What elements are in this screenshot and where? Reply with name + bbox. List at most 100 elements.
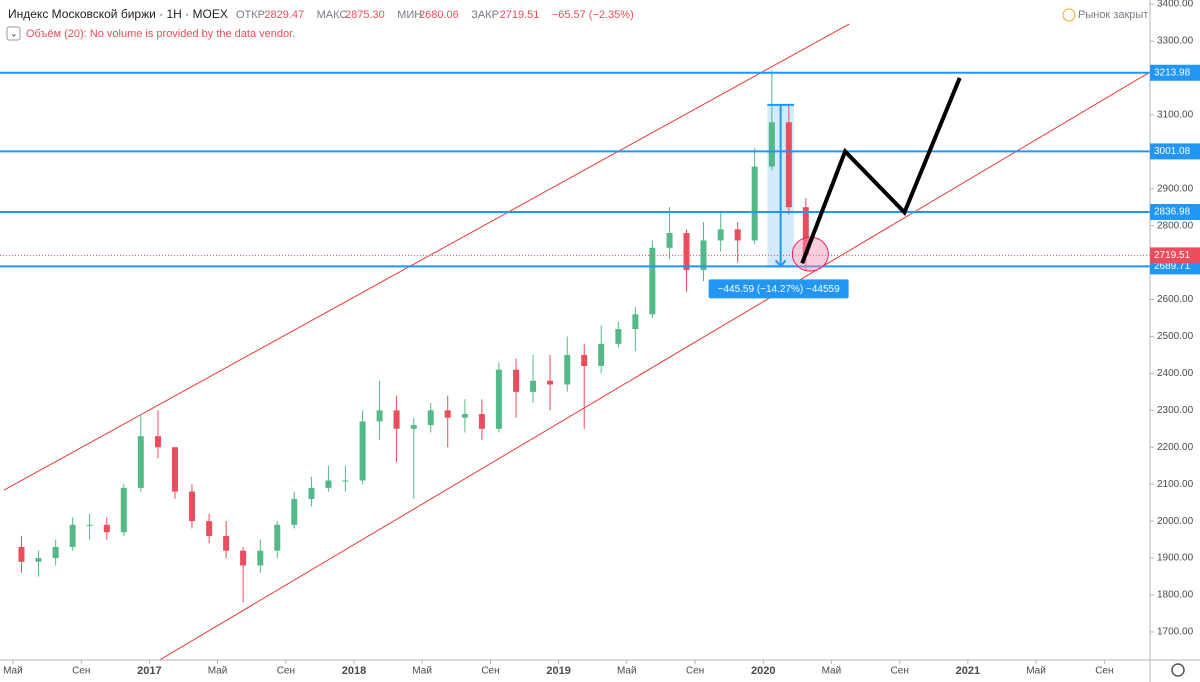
level-label-box (1150, 64, 1200, 81)
collapse-button[interactable] (6, 26, 21, 41)
volume-note: Объём (20): No volume is provided by the… (26, 28, 295, 40)
candle-body (223, 535, 230, 551)
ohlc-value: 2680.06 (419, 9, 459, 21)
level-label: 2689.71 (1154, 261, 1191, 272)
x-tick-label: Май (1026, 666, 1046, 677)
candle-body (495, 369, 502, 429)
ohlc-value: 2829.47 (264, 9, 304, 21)
ohlc-label: МАКС (317, 9, 348, 21)
x-tick-label: Май (617, 666, 637, 677)
candle-body (683, 233, 690, 270)
y-tick-label: 2000.00 (1157, 516, 1194, 527)
ohlc-value: 2875.30 (345, 9, 385, 21)
level-label: 3213.98 (1154, 67, 1191, 78)
ohlc-label: ОТКР (236, 9, 265, 21)
ohlc-label: МИН (397, 9, 422, 21)
chart-title: Индекс Московской биржи · 1Н · MOEX (8, 7, 228, 21)
settings-icon[interactable] (1171, 663, 1185, 677)
measure-arrow-head (774, 259, 787, 268)
x-tick-label: Май (208, 666, 228, 677)
candle-body (291, 498, 298, 525)
candle-body (427, 410, 434, 426)
x-tick-label: 2019 (546, 665, 570, 677)
x-tick-label: 2021 (956, 665, 980, 677)
candle-body (461, 414, 468, 418)
candle-body (649, 247, 656, 315)
y-tick-label: 3300.00 (1157, 36, 1194, 47)
candle-body (103, 524, 110, 533)
y-tick-label: 2300.00 (1157, 405, 1194, 416)
candle-body (802, 207, 809, 256)
candle-body (393, 410, 400, 429)
last-price-label: 2719.51 (1154, 250, 1191, 261)
x-tick-label: Сен (481, 666, 499, 677)
last-price-box (1150, 247, 1200, 264)
level-label: 2836.98 (1154, 207, 1191, 218)
candle-body (717, 229, 724, 241)
x-tick-label: Май (822, 666, 842, 677)
candle-body (137, 436, 144, 488)
y-tick-label: 2800.00 (1157, 220, 1194, 231)
y-tick-label: 2600.00 (1157, 294, 1194, 305)
plot-area: −445.59 (−14.27%) −44559 (0, 23, 1150, 660)
x-tick-label: Сен (277, 666, 295, 677)
candle-body (86, 524, 93, 526)
candle-body (632, 314, 639, 330)
candle-body (359, 421, 366, 481)
candle-body (120, 487, 127, 533)
ohlc-label: ЗАКР (471, 9, 499, 21)
y-tick-label: 2100.00 (1157, 479, 1194, 490)
y-tick-label: 1700.00 (1157, 627, 1194, 638)
candle-body (342, 480, 349, 482)
x-tick-label: Май (3, 666, 23, 677)
candle-body (615, 329, 622, 344)
candle-body (768, 122, 775, 167)
candle-body (700, 240, 707, 270)
status-icon (1062, 8, 1076, 22)
x-tick-label: Сен (72, 666, 90, 677)
y-tick-label: 2200.00 (1157, 442, 1194, 453)
channel-line (159, 71, 1150, 660)
market-status: Рынок закрыт (1078, 9, 1148, 21)
y-tick-label: 2500.00 (1157, 331, 1194, 342)
collapse-icon[interactable]: ⌄ (10, 28, 18, 38)
candle-body (35, 558, 42, 562)
candle-body (274, 524, 281, 551)
y-tick-label: 2900.00 (1157, 183, 1194, 194)
axes: 1700.00 1800.00 1900.00 2000.00 2100.00 2200.… (3, 0, 1200, 677)
candle-body (257, 550, 264, 566)
level-label-box (1150, 204, 1200, 221)
level-label: 3001.08 (1154, 146, 1191, 157)
x-tick-label: 2018 (342, 665, 366, 677)
candle-body (410, 425, 417, 429)
candle-body (666, 233, 673, 248)
candle-body (376, 410, 383, 422)
candle-body (444, 410, 451, 418)
candle-body (734, 229, 741, 241)
measure-label: −445.59 (−14.27%) −44559 (718, 284, 840, 295)
candle-body (52, 546, 59, 559)
candle-body (188, 491, 195, 522)
x-tick-label: Сен (891, 666, 909, 677)
x-tick-label: Сен (686, 666, 704, 677)
y-tick-label: 1900.00 (1157, 553, 1194, 564)
y-tick-label: 1800.00 (1157, 590, 1194, 601)
candle-body (530, 380, 537, 392)
ohlc-value: 2719.51 (500, 9, 540, 21)
candle-body (751, 166, 758, 241)
level-label-box (1150, 143, 1200, 160)
price-change: −65.57 (−2.35%) (552, 9, 634, 21)
y-tick-label: 3100.00 (1157, 110, 1194, 121)
candle-body (785, 122, 792, 208)
candle-body (206, 521, 213, 536)
candle-body (598, 343, 605, 367)
channel-line (3, 23, 850, 491)
candle-body (581, 354, 588, 367)
candle-body (69, 524, 76, 547)
x-tick-label: Май (412, 666, 432, 677)
x-tick-label: 2017 (137, 665, 161, 677)
forecast-line (800, 77, 962, 265)
